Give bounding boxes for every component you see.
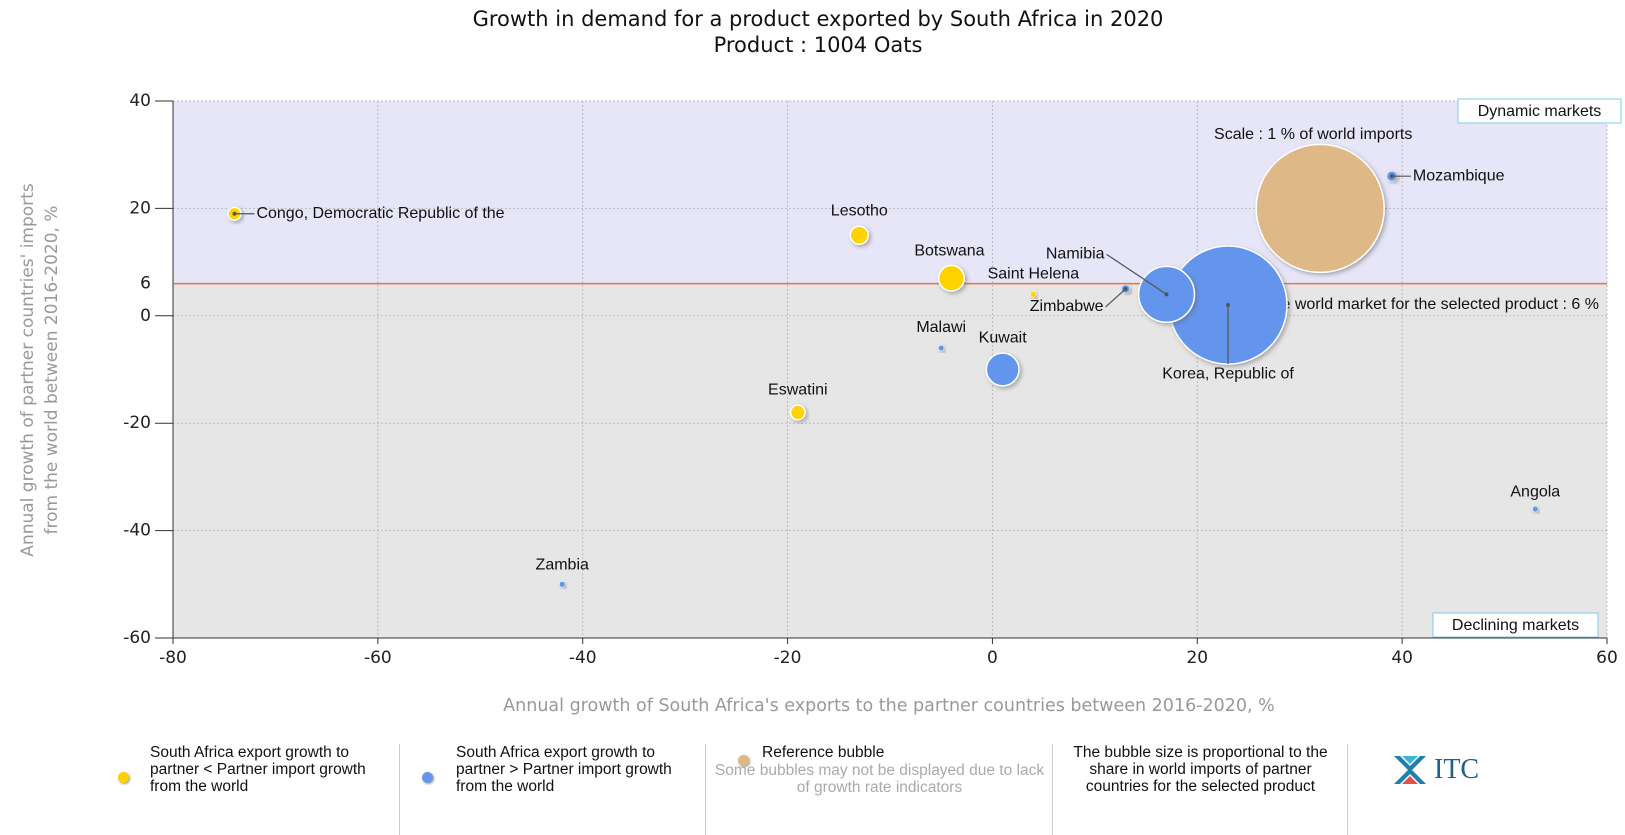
legend-entry: Reference bubble [762, 744, 885, 761]
y-tick-label: -40 [123, 521, 151, 541]
legend-note: The bubble size is proportional to the s… [1073, 744, 1328, 795]
y-tick-label: 20 [129, 198, 151, 218]
y-axis-title-line: from the world between 2016-2020, % [42, 205, 62, 534]
legend-marker [738, 755, 749, 766]
point-label: Kuwait [979, 330, 1028, 347]
point-label: Eswatini [768, 382, 828, 399]
chart-subtitle: Product : 1004 Oats [714, 33, 923, 57]
bubble [937, 264, 966, 292]
legend-divider [399, 744, 400, 835]
bubble [1532, 506, 1539, 513]
legend-divider [1347, 744, 1348, 835]
lower-quadrant-label: Declining markets [1452, 617, 1579, 634]
legend-divider [1052, 744, 1053, 835]
bubble [559, 581, 566, 588]
y-axis-title: Annual growth of partner countries' impo… [18, 183, 62, 557]
bubble [1030, 291, 1037, 298]
upper-quadrant-label-box [1457, 98, 1622, 124]
x-tick-label: -40 [569, 648, 597, 668]
bubble [985, 352, 1020, 387]
y-tick-label: -60 [123, 628, 151, 648]
lower-region [173, 283, 1607, 638]
logo: ITC [1390, 750, 1510, 790]
reference-label: Growth of the world market for the selec… [1194, 296, 1599, 313]
x-tick-label: -60 [364, 648, 392, 668]
point-label: Korea, Republic of [1162, 365, 1294, 382]
leader-dot [1123, 286, 1128, 291]
scale-label: Scale : 1 % of world imports [1214, 126, 1412, 143]
bubble [849, 225, 870, 246]
point-label: Mozambique [1413, 167, 1505, 184]
point-label: Lesotho [831, 202, 888, 219]
leader-dot [1226, 303, 1231, 308]
legend-entry: South Africa export growth to partner > … [456, 744, 672, 795]
point-label: Zambia [536, 557, 589, 574]
lower-quadrant-label-box [1432, 612, 1599, 638]
point-label: Saint Helena [988, 266, 1080, 283]
legend-divider [705, 744, 706, 835]
chart-title: Growth in demand for a product exported … [473, 7, 1164, 31]
point-label: Zimbabwe [1030, 298, 1104, 315]
point-label: Botswana [914, 242, 984, 259]
bubble [1255, 143, 1385, 274]
bubble [789, 404, 806, 421]
leader-line [1106, 253, 1167, 295]
y-tick-label: 40 [129, 91, 151, 111]
x-axis-title: Annual growth of South Africa's exports … [503, 696, 1275, 716]
leader-dot [1164, 292, 1169, 297]
y-tick-label: -20 [123, 413, 151, 433]
x-tick-label: 20 [1186, 648, 1208, 668]
legend-marker [422, 772, 433, 783]
legend-marker [118, 772, 129, 783]
leader-line [1105, 288, 1126, 308]
point-label: Namibia [1046, 246, 1105, 263]
x-tick-label: 60 [1596, 648, 1618, 668]
logo-icon [1394, 756, 1426, 784]
chart: Growth in demand for a product exported … [18, 7, 1622, 716]
x-tick-label: 0 [987, 648, 998, 668]
upper-quadrant-label: Dynamic markets [1478, 103, 1602, 120]
x-tick-label: -20 [774, 648, 802, 668]
legend-entry: South Africa export growth to partner < … [150, 744, 366, 795]
leader-dot [232, 211, 237, 216]
point-label: Malawi [916, 319, 966, 336]
point-label: Angola [1510, 483, 1560, 500]
leader-dot [1389, 174, 1394, 179]
x-tick-label: 40 [1391, 648, 1413, 668]
x-tick-label: -80 [159, 648, 187, 668]
point-label: Congo, Democratic Republic of the [256, 205, 504, 222]
legend-note: Some bubbles may not be displayed due to… [714, 762, 1045, 796]
reference-value: 6 [140, 274, 151, 294]
y-tick-label: 0 [140, 306, 151, 326]
logo-text: ITC [1434, 754, 1480, 785]
bubble [938, 344, 945, 352]
y-axis-title-line: Annual growth of partner countries' impo… [18, 183, 38, 557]
